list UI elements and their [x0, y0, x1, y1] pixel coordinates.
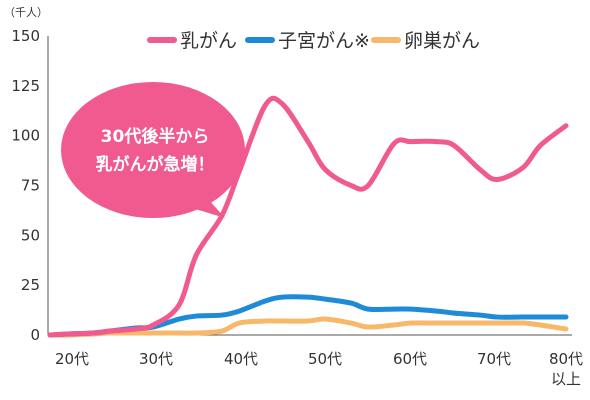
x-tick-label: 30代: [139, 350, 173, 368]
y-tick-label: 75: [21, 177, 40, 195]
y-tick-label: 100: [11, 127, 40, 145]
legend-label: 乳がん: [180, 30, 237, 52]
x-tick-label: 70代: [477, 350, 511, 368]
x-axis-ticks: 20代 30代 40代 50代 60代 70代 80代以上: [55, 350, 583, 388]
x-tick-label: 40代: [224, 350, 258, 368]
y-tick-label: 150: [11, 27, 40, 45]
series-line-0: [47, 95, 569, 338]
y-axis-ticks: 150 125 100 75 50 25 0: [11, 27, 40, 344]
x-tick-label: 50代: [308, 350, 342, 368]
x-tick-label: 60代: [393, 350, 427, 368]
y-tick-label: 25: [21, 276, 40, 294]
annotation-line: 30代後半から: [101, 126, 210, 147]
x-tick-label: 20代: [55, 350, 89, 368]
series-lines: [47, 95, 569, 338]
legend-label: 卵巣がん: [404, 30, 480, 52]
y-tick-label: 50: [21, 226, 40, 244]
unit-label: （千人）: [4, 6, 48, 19]
y-tick-label: 0: [30, 326, 40, 344]
legend: 乳がん 子宮がん※ 卵巣がん: [147, 30, 480, 52]
bubble-body: [61, 82, 245, 218]
legend-label: 子宮がん※: [278, 30, 370, 52]
series-line-2: [47, 316, 569, 338]
bubble-tail: [182, 190, 225, 218]
x-tick-label: 80代以上: [549, 350, 583, 388]
annotation-line: 乳がんが急増！: [96, 154, 215, 175]
y-tick-label: 125: [11, 77, 40, 95]
